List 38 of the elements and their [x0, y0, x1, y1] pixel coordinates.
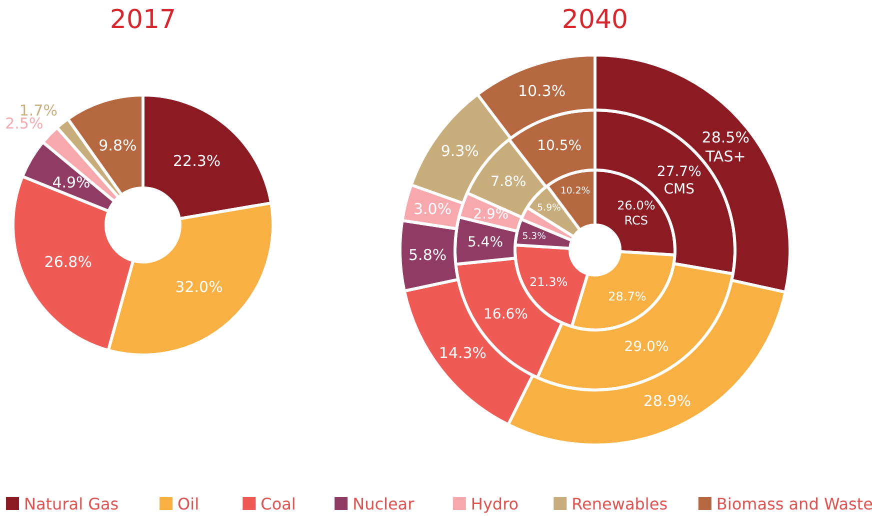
legend-label: Coal — [260, 494, 296, 514]
data-label: 10.3% — [518, 82, 566, 100]
chart-title: 2017 — [110, 5, 176, 35]
data-label: 2.9% — [473, 206, 509, 222]
legend-label: Natural Gas — [24, 494, 119, 514]
data-label: 32.0% — [175, 278, 223, 296]
data-label: 14.3% — [438, 344, 487, 362]
data-label: 4.9% — [52, 173, 90, 192]
data-label: 7.8% — [490, 174, 526, 190]
data-label: 28.7% — [608, 289, 646, 304]
slice-label: CMS — [664, 182, 695, 198]
data-label: 9.3% — [440, 142, 479, 160]
data-label: 10.5% — [537, 138, 582, 154]
data-label: 9.8% — [98, 136, 137, 154]
data-label: 5.8% — [408, 246, 447, 264]
legend-label: Renewables — [572, 494, 668, 514]
legend-label: Biomass and Waste — [716, 494, 872, 514]
data-label: 22.3% — [173, 152, 221, 170]
data-label: 21.3% — [530, 275, 568, 290]
slice-label: TAS+ — [704, 147, 746, 166]
data-label: 27.7% — [656, 164, 702, 180]
data-label: 5.9% — [537, 202, 562, 214]
data-label: 26.0% — [617, 198, 656, 212]
data-label: 29.0% — [624, 339, 669, 356]
legend-label: Nuclear — [352, 494, 415, 514]
data-label: 5.4% — [467, 234, 504, 251]
data-label: 28.5% — [702, 128, 750, 147]
legend-label: Hydro — [470, 494, 519, 514]
data-label: 3.0% — [414, 200, 452, 218]
slice-label: RCS — [624, 213, 648, 228]
data-label: 10.2% — [560, 185, 590, 196]
data-label: 2.5% — [5, 114, 44, 132]
data-label: 5.3% — [522, 230, 546, 242]
data-label: 28.9% — [643, 392, 692, 410]
chart-title: 2040 — [562, 5, 628, 35]
data-label: 26.8% — [44, 252, 92, 271]
legend-label: Oil — [178, 494, 200, 514]
data-label: 16.6% — [484, 306, 528, 322]
